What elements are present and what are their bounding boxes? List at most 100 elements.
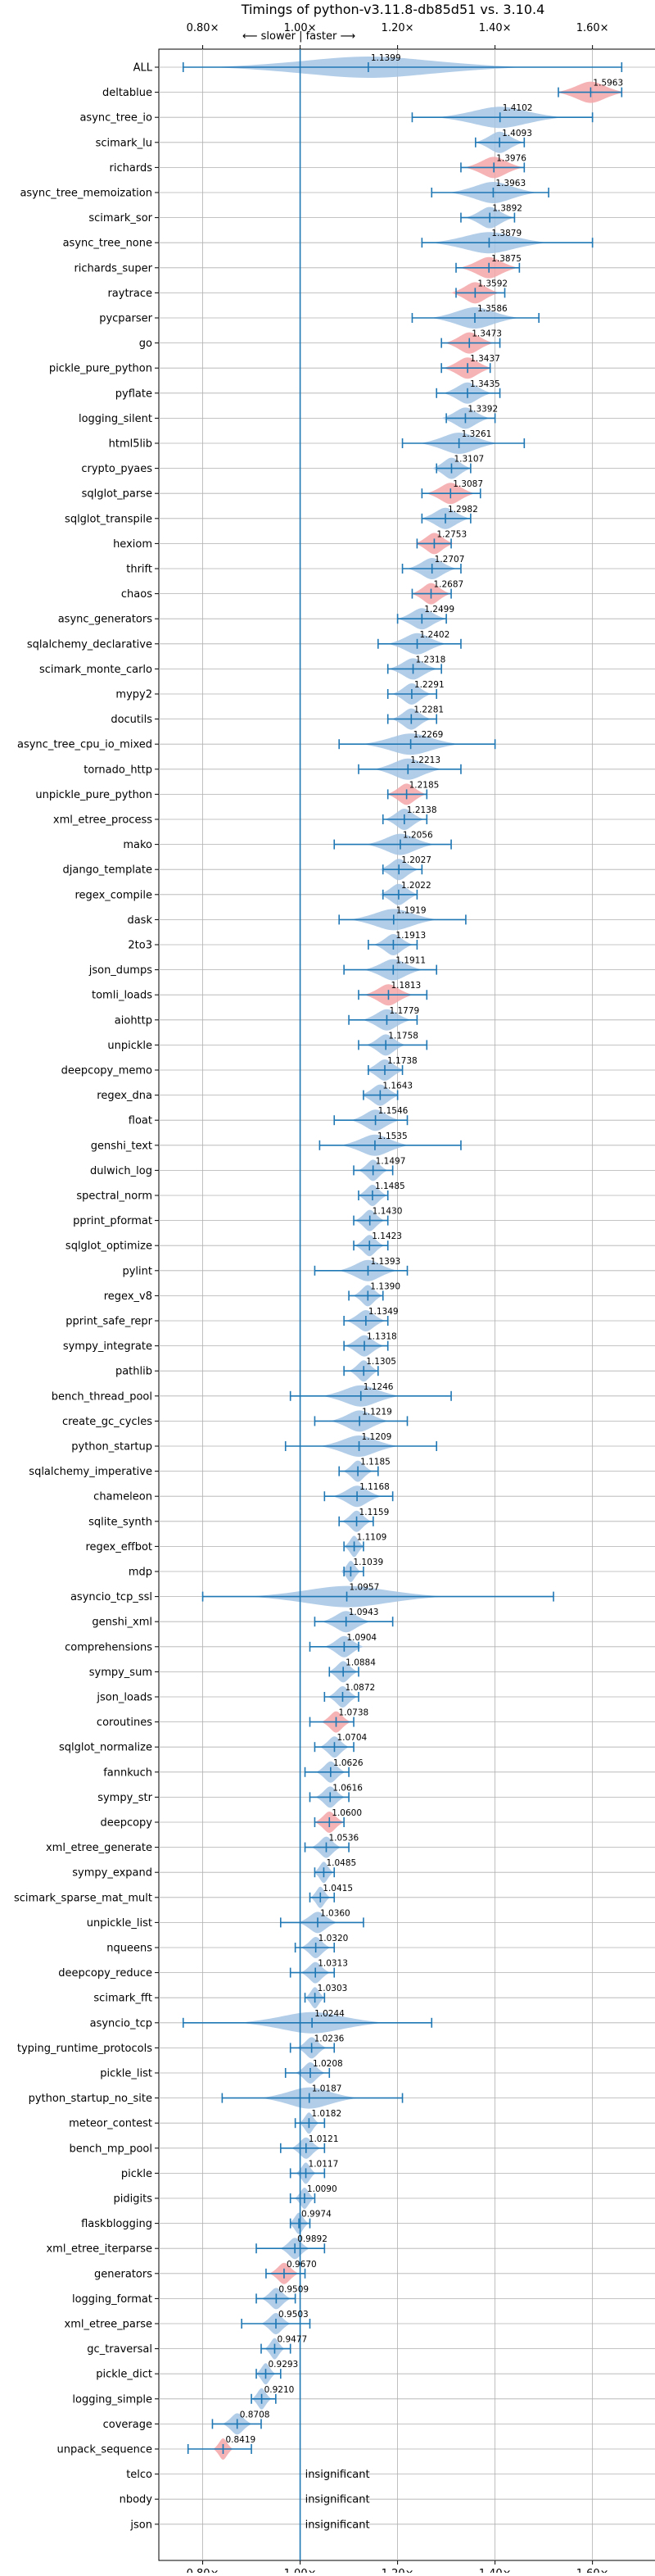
value-label: 1.2687 bbox=[433, 580, 463, 590]
value-label: 1.1911 bbox=[395, 956, 426, 966]
value-label: 1.1738 bbox=[387, 1056, 418, 1066]
value-label: 1.0313 bbox=[318, 1959, 348, 1969]
value-label: 1.1643 bbox=[382, 1082, 413, 1091]
value-label: 1.1159 bbox=[359, 1508, 390, 1517]
value-label: 1.1109 bbox=[357, 1532, 387, 1542]
value-label: 1.0236 bbox=[314, 2034, 345, 2043]
value-label: 1.2281 bbox=[413, 705, 444, 715]
value-label: 1.1219 bbox=[362, 1407, 392, 1417]
benchmark-label: logging_silent bbox=[79, 413, 152, 425]
benchmark-label: async_tree_none bbox=[63, 238, 152, 250]
benchmark-label: comprehensions bbox=[65, 1641, 152, 1653]
value-label: 0.9974 bbox=[301, 2210, 332, 2220]
value-label: 1.3592 bbox=[477, 279, 508, 288]
value-label: 1.0244 bbox=[314, 2009, 345, 2019]
value-label: 0.9509 bbox=[278, 2284, 309, 2294]
benchmark-label: sqlalchemy_imperative bbox=[29, 1466, 152, 1478]
benchmark-label: thrift bbox=[126, 564, 152, 576]
benchmark-label: pprint_safe_repr bbox=[66, 1316, 152, 1328]
benchmark-label: sqlglot_transpile bbox=[65, 513, 152, 525]
benchmark-label: sqlite_synth bbox=[88, 1516, 152, 1528]
benchmark-label: unpickle_pure_python bbox=[35, 789, 152, 801]
benchmark-label: xml_etree_parse bbox=[65, 2319, 152, 2331]
benchmark-label: pprint_pformat bbox=[73, 1215, 152, 1227]
value-label: 0.9477 bbox=[277, 2335, 307, 2345]
value-label: 1.0738 bbox=[338, 1708, 368, 1718]
benchmark-label: unpack_sequence bbox=[56, 2444, 152, 2456]
insignificant-label: insignificant bbox=[305, 2469, 370, 2481]
value-label: 1.0485 bbox=[326, 1858, 356, 1868]
benchmark-label: logging_simple bbox=[72, 2393, 152, 2406]
benchmark-label: python_startup_no_site bbox=[29, 2093, 152, 2105]
value-label: 1.2402 bbox=[420, 630, 450, 640]
benchmark-label: pickle bbox=[121, 2168, 152, 2180]
value-label: 1.3087 bbox=[453, 479, 483, 489]
x-tick-label-top: 1.20× bbox=[382, 22, 414, 34]
value-label: 1.0943 bbox=[349, 1608, 379, 1617]
value-label: 1.2318 bbox=[416, 655, 446, 664]
benchmark-label: spectral_norm bbox=[76, 1190, 152, 1203]
benchmark-label: logging_format bbox=[72, 2293, 152, 2306]
benchmark-label: gc_traversal bbox=[87, 2343, 152, 2356]
value-label: 1.3473 bbox=[472, 329, 502, 339]
value-label: 1.3586 bbox=[477, 304, 508, 314]
value-label: 1.0090 bbox=[307, 2184, 337, 2194]
value-label: 1.2499 bbox=[424, 605, 454, 615]
benchmark-label: sympy_sum bbox=[89, 1667, 152, 1679]
value-label: 1.0182 bbox=[311, 2109, 341, 2119]
grid-layer bbox=[159, 49, 655, 2560]
benchmark-label: scimark_monte_carlo bbox=[39, 664, 152, 676]
benchmark-label: genshi_xml bbox=[92, 1617, 152, 1629]
benchmark-label: asyncio_tcp bbox=[90, 2017, 152, 2030]
insignificant-label: insignificant bbox=[305, 2494, 370, 2506]
benchmark-label: unpickle bbox=[107, 1040, 152, 1052]
value-label: 1.3875 bbox=[491, 254, 522, 264]
benchmark-label: json_dumps bbox=[88, 964, 152, 977]
plot-area-frame bbox=[158, 48, 655, 2561]
value-label: 1.3392 bbox=[468, 404, 498, 414]
value-label: 1.1305 bbox=[366, 1357, 396, 1367]
benchmark-label: sympy_str bbox=[97, 1792, 152, 1804]
value-label: 1.1913 bbox=[395, 931, 426, 941]
value-label: 0.9503 bbox=[278, 2310, 309, 2320]
value-label: 1.0208 bbox=[313, 2059, 343, 2069]
value-label: 0.9293 bbox=[269, 2360, 299, 2370]
value-label: 1.2982 bbox=[448, 505, 478, 515]
value-label: 1.1535 bbox=[377, 1132, 408, 1141]
value-label: 1.1546 bbox=[378, 1106, 409, 1116]
benchmark-label: deltablue bbox=[102, 87, 152, 99]
benchmark-label: dulwich_log bbox=[90, 1165, 152, 1177]
benchmark-label: typing_runtime_protocols bbox=[17, 2043, 152, 2055]
x-tick-label-top: 0.80× bbox=[187, 22, 219, 34]
value-label: 1.0360 bbox=[320, 1908, 350, 1918]
x-tick-label-bottom: 1.40× bbox=[479, 2568, 512, 2573]
benchmark-label: nqueens bbox=[106, 1943, 152, 1955]
benchmark-label: async_tree_memoization bbox=[20, 188, 152, 200]
value-label: 1.1919 bbox=[396, 905, 427, 915]
value-label: 1.2269 bbox=[413, 730, 444, 740]
benchmark-label: pickle_pure_python bbox=[49, 363, 152, 375]
benchmark-label: scimark_fft bbox=[93, 1993, 152, 2005]
benchmark-label: python_startup bbox=[71, 1441, 152, 1454]
value-label: 1.0704 bbox=[337, 1733, 367, 1743]
value-label: 1.1813 bbox=[391, 981, 421, 991]
benchmark-label: sqlglot_normalize bbox=[59, 1742, 152, 1754]
direction-label: ⟵ slower | faster ⟶ bbox=[242, 30, 355, 43]
value-label: 0.9670 bbox=[287, 2260, 317, 2270]
benchmark-label: xml_etree_generate bbox=[46, 1842, 152, 1854]
value-label: 1.0117 bbox=[309, 2159, 339, 2169]
benchmark-label: chameleon bbox=[93, 1491, 152, 1503]
x-tick-label-top: 1.00× bbox=[284, 22, 317, 34]
benchmark-label: flaskblogging bbox=[81, 2218, 152, 2230]
value-label: 1.2185 bbox=[409, 780, 440, 790]
benchmark-label: pyflate bbox=[115, 388, 152, 400]
benchmark-label: scimark_sparse_mat_mult bbox=[14, 1892, 152, 1904]
benchmark-label: asyncio_tcp_ssl bbox=[70, 1591, 152, 1603]
x-tick-label-bottom: 1.00× bbox=[284, 2568, 317, 2573]
benchmark-label: docutils bbox=[111, 714, 152, 726]
benchmark-label: pylint bbox=[122, 1265, 152, 1277]
benchmark-label: float bbox=[129, 1115, 152, 1127]
value-label: 1.1497 bbox=[376, 1156, 406, 1166]
value-label: 1.1430 bbox=[373, 1207, 403, 1217]
value-label: 1.0320 bbox=[318, 1934, 349, 1943]
